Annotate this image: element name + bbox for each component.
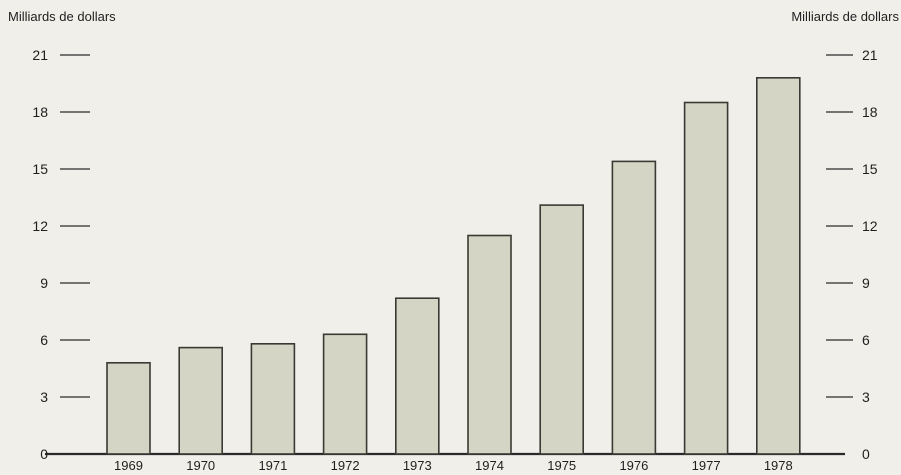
bar-1972	[322, 333, 368, 455]
bar-1977	[683, 101, 729, 455]
y-tick-label-right: 3	[862, 389, 870, 405]
y-axis-title-left: Milliards de dollars	[8, 9, 116, 24]
bar-1978	[755, 77, 801, 455]
x-tick-label-1969: 1969	[114, 458, 143, 473]
y-tick-label-right: 18	[862, 104, 878, 120]
y-tick-label-left: 0	[40, 446, 48, 462]
y-tick-label-left: 18	[32, 104, 48, 120]
bar-1970	[178, 346, 223, 455]
y-ticks: 0 0 3 3 6 6 9 9 12 12 15 15 18 18 21 21	[32, 47, 877, 462]
bar-1973	[394, 297, 440, 455]
y-tick-label-left: 3	[40, 389, 48, 405]
x-tick-label-1973: 1973	[403, 458, 432, 473]
y-tick-label-left: 9	[40, 275, 48, 291]
x-tick-label-1978: 1978	[764, 458, 793, 473]
y-tick-label-right: 15	[862, 161, 878, 177]
y-axis-title-right: Milliards de dollars	[791, 9, 899, 24]
x-tick-label-1970: 1970	[186, 458, 215, 473]
bar-1976	[611, 160, 657, 455]
y-tick-label-right: 21	[862, 47, 878, 63]
y-tick-label-left: 6	[40, 332, 48, 348]
bar-1971	[250, 342, 296, 455]
x-tick-label-1975: 1975	[547, 458, 576, 473]
x-tick-label-1974: 1974	[475, 458, 504, 473]
y-tick-label-right: 6	[862, 332, 870, 348]
x-tick-label-1971: 1971	[258, 458, 287, 473]
x-tick-label-1977: 1977	[692, 458, 721, 473]
y-tick-label-right: 12	[862, 218, 878, 234]
y-tick-label-left: 15	[32, 161, 48, 177]
x-tick-labels: 1969 1970 1971 1972 1973 1974 1975 1976 1977 1978	[114, 458, 793, 473]
y-tick-label-left: 12	[32, 218, 48, 234]
y-tick-label-right: 9	[862, 275, 870, 291]
bars	[106, 77, 801, 455]
bar-1969	[106, 361, 151, 455]
x-tick-label-1976: 1976	[619, 458, 648, 473]
bar-1974	[467, 234, 512, 455]
x-tick-label-1972: 1972	[331, 458, 360, 473]
bar-1975	[539, 204, 585, 455]
y-tick-label-right: 0	[862, 446, 870, 462]
y-tick-label-left: 21	[32, 47, 48, 63]
